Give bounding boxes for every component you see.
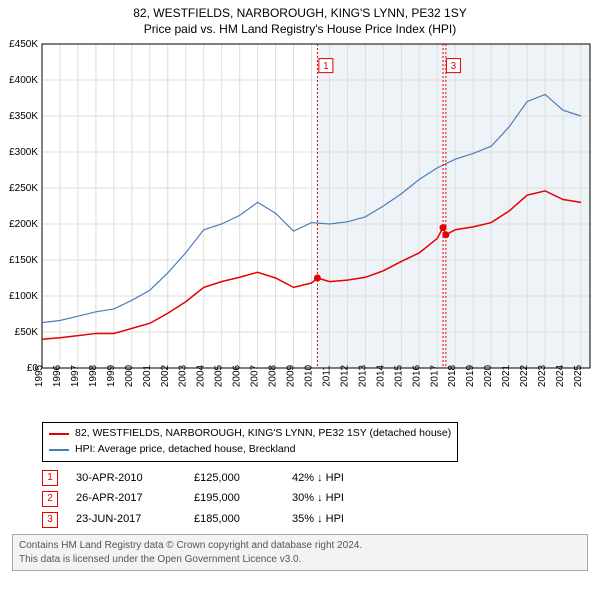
y-tick-label: £300K	[9, 147, 38, 158]
y-tick-label: £350K	[9, 111, 38, 122]
chart-area: £0£50K£100K£150K£200K£250K£300K£350K£400…	[0, 38, 600, 418]
shaded-region	[317, 44, 590, 368]
sales-pct: 30% ↓ HPI	[292, 488, 392, 509]
y-tick-label: £450K	[9, 39, 38, 50]
sales-num-box: 2	[42, 491, 58, 507]
footer-line-2: This data is licensed under the Open Gov…	[19, 553, 581, 567]
sales-pct: 35% ↓ HPI	[292, 509, 392, 530]
title-line-2: Price paid vs. HM Land Registry's House …	[0, 22, 600, 36]
footer-line-1: Contains HM Land Registry data © Crown c…	[19, 539, 581, 553]
sales-price: £125,000	[194, 468, 274, 489]
y-tick-label: £400K	[9, 75, 38, 86]
sales-table: 1 30-APR-2010 £125,000 42% ↓ HPI 2 26-APR-201…	[42, 468, 588, 531]
legend-swatch	[49, 433, 69, 435]
legend-swatch	[49, 449, 69, 451]
legend-box: 82, WESTFIELDS, NARBOROUGH, KING'S LYNN,…	[42, 422, 458, 462]
y-tick-label: £250K	[9, 183, 38, 194]
sales-num-box: 3	[42, 512, 58, 528]
sales-pct: 42% ↓ HPI	[292, 468, 392, 489]
sales-date: 23-JUN-2017	[76, 509, 176, 530]
legend-row: HPI: Average price, detached house, Brec…	[49, 442, 451, 458]
marker-dot-3	[442, 231, 449, 238]
sales-price: £195,000	[194, 488, 274, 509]
footer-box: Contains HM Land Registry data © Crown c…	[12, 534, 588, 571]
marker-num-1: 1	[323, 61, 329, 72]
marker-dot-1	[314, 275, 321, 282]
title-block: 82, WESTFIELDS, NARBOROUGH, KING'S LYNN,…	[0, 0, 600, 38]
sales-row: 2 26-APR-2017 £195,000 30% ↓ HPI	[42, 488, 588, 509]
sales-row: 1 30-APR-2010 £125,000 42% ↓ HPI	[42, 468, 588, 489]
y-tick-label: £100K	[9, 291, 38, 302]
sales-date: 30-APR-2010	[76, 468, 176, 489]
chart-container: 82, WESTFIELDS, NARBOROUGH, KING'S LYNN,…	[0, 0, 600, 571]
title-line-1: 82, WESTFIELDS, NARBOROUGH, KING'S LYNN,…	[0, 6, 600, 20]
sales-num-box: 1	[42, 470, 58, 486]
chart-svg: £0£50K£100K£150K£200K£250K£300K£350K£400…	[0, 38, 600, 418]
legend-label: HPI: Average price, detached house, Brec…	[75, 442, 295, 458]
y-tick-label: £150K	[9, 255, 38, 266]
legend-row: 82, WESTFIELDS, NARBOROUGH, KING'S LYNN,…	[49, 426, 451, 442]
marker-num-3: 3	[451, 61, 457, 72]
y-tick-label: £50K	[15, 327, 39, 338]
sales-row: 3 23-JUN-2017 £185,000 35% ↓ HPI	[42, 509, 588, 530]
sales-price: £185,000	[194, 509, 274, 530]
y-tick-label: £200K	[9, 219, 38, 230]
sales-date: 26-APR-2017	[76, 488, 176, 509]
legend-label: 82, WESTFIELDS, NARBOROUGH, KING'S LYNN,…	[75, 426, 451, 442]
